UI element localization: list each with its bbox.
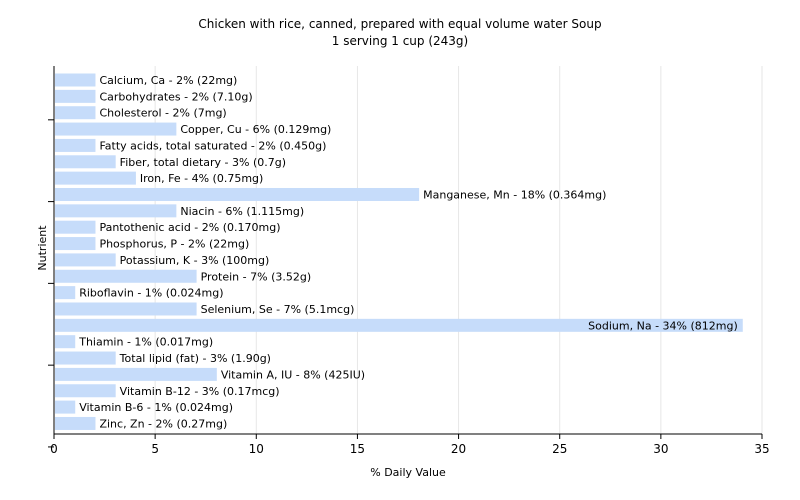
x-tick-label: 5	[151, 442, 159, 456]
x-tick-label: 0	[50, 442, 58, 456]
bar	[55, 73, 96, 87]
bar	[55, 367, 217, 381]
bar-label: Thiamin - 1% (0.017mg)	[78, 336, 213, 349]
x-axis-title: % Daily Value	[370, 466, 446, 479]
bar	[55, 106, 96, 120]
bar-label: Zinc, Zn - 2% (0.27mg)	[99, 417, 227, 430]
chart-title: Chicken with rice, canned, prepared with…	[198, 17, 601, 31]
x-tick-label: 10	[249, 442, 264, 456]
bar-label: Selenium, Se - 7% (5.1mcg)	[201, 303, 355, 316]
x-tick-label: 15	[350, 442, 365, 456]
bar	[55, 171, 136, 185]
bar-label: Potassium, K - 3% (100mg)	[120, 254, 270, 267]
bar	[55, 335, 76, 349]
bar	[55, 220, 96, 234]
bar	[55, 122, 177, 136]
bar	[55, 400, 76, 414]
bar-label: Riboflavin - 1% (0.024mg)	[79, 287, 223, 300]
bar	[55, 253, 116, 267]
bar	[55, 187, 420, 201]
bar	[55, 384, 116, 398]
bar-label: Protein - 7% (3.52g)	[201, 270, 312, 283]
bar-label: Fiber, total dietary - 3% (0.7g)	[120, 156, 286, 169]
chart-subtitle: 1 serving 1 cup (243g)	[332, 34, 468, 48]
bar-label: Carbohydrates - 2% (7.10g)	[99, 90, 252, 103]
x-tick-label: 20	[451, 442, 466, 456]
bar-label: Manganese, Mn - 18% (0.364mg)	[423, 188, 606, 201]
bar-label: Phosphorus, P - 2% (22mg)	[99, 238, 249, 251]
bar	[55, 416, 96, 430]
bar-label: Vitamin B-12 - 3% (0.17mcg)	[120, 385, 280, 398]
bar-label: Vitamin A, IU - 8% (425IU)	[221, 368, 365, 381]
bar	[55, 302, 197, 316]
x-tick-label: 35	[754, 442, 769, 456]
bar	[55, 89, 96, 103]
bar-label: Pantothenic acid - 2% (0.170mg)	[99, 221, 280, 234]
bar	[55, 269, 197, 283]
bar-label: Calcium, Ca - 2% (22mg)	[99, 74, 237, 87]
bar-label: Vitamin B-6 - 1% (0.024mg)	[79, 401, 233, 414]
bar	[55, 318, 743, 332]
bar	[55, 237, 96, 251]
bar	[55, 155, 116, 169]
y-axis-title: Nutrient	[36, 225, 49, 271]
bar-label: Niacin - 6% (1.115mg)	[180, 205, 304, 218]
bars: Calcium, Ca - 2% (22mg) Carbohydrates - 2…	[55, 73, 743, 430]
bar-label: Cholesterol - 2% (7mg)	[99, 107, 226, 120]
bar-label: Fatty acids, total saturated - 2% (0.450…	[99, 139, 326, 152]
bar-label: Copper, Cu - 6% (0.129mg)	[180, 123, 331, 136]
bar	[55, 138, 96, 152]
bar-label: Total lipid (fat) - 3% (1.90g)	[119, 352, 271, 365]
bar	[55, 204, 177, 218]
axes: 0 5 10 15 20 25 30 35	[48, 66, 770, 456]
x-tick-label: 30	[653, 442, 668, 456]
grid	[154, 66, 763, 434]
bar-label: Sodium, Na - 34% (812mg)	[588, 319, 738, 332]
bar	[55, 286, 76, 300]
bar	[55, 351, 116, 365]
bar-label: Iron, Fe - 4% (0.75mg)	[140, 172, 263, 185]
x-tick-label: 25	[552, 442, 567, 456]
